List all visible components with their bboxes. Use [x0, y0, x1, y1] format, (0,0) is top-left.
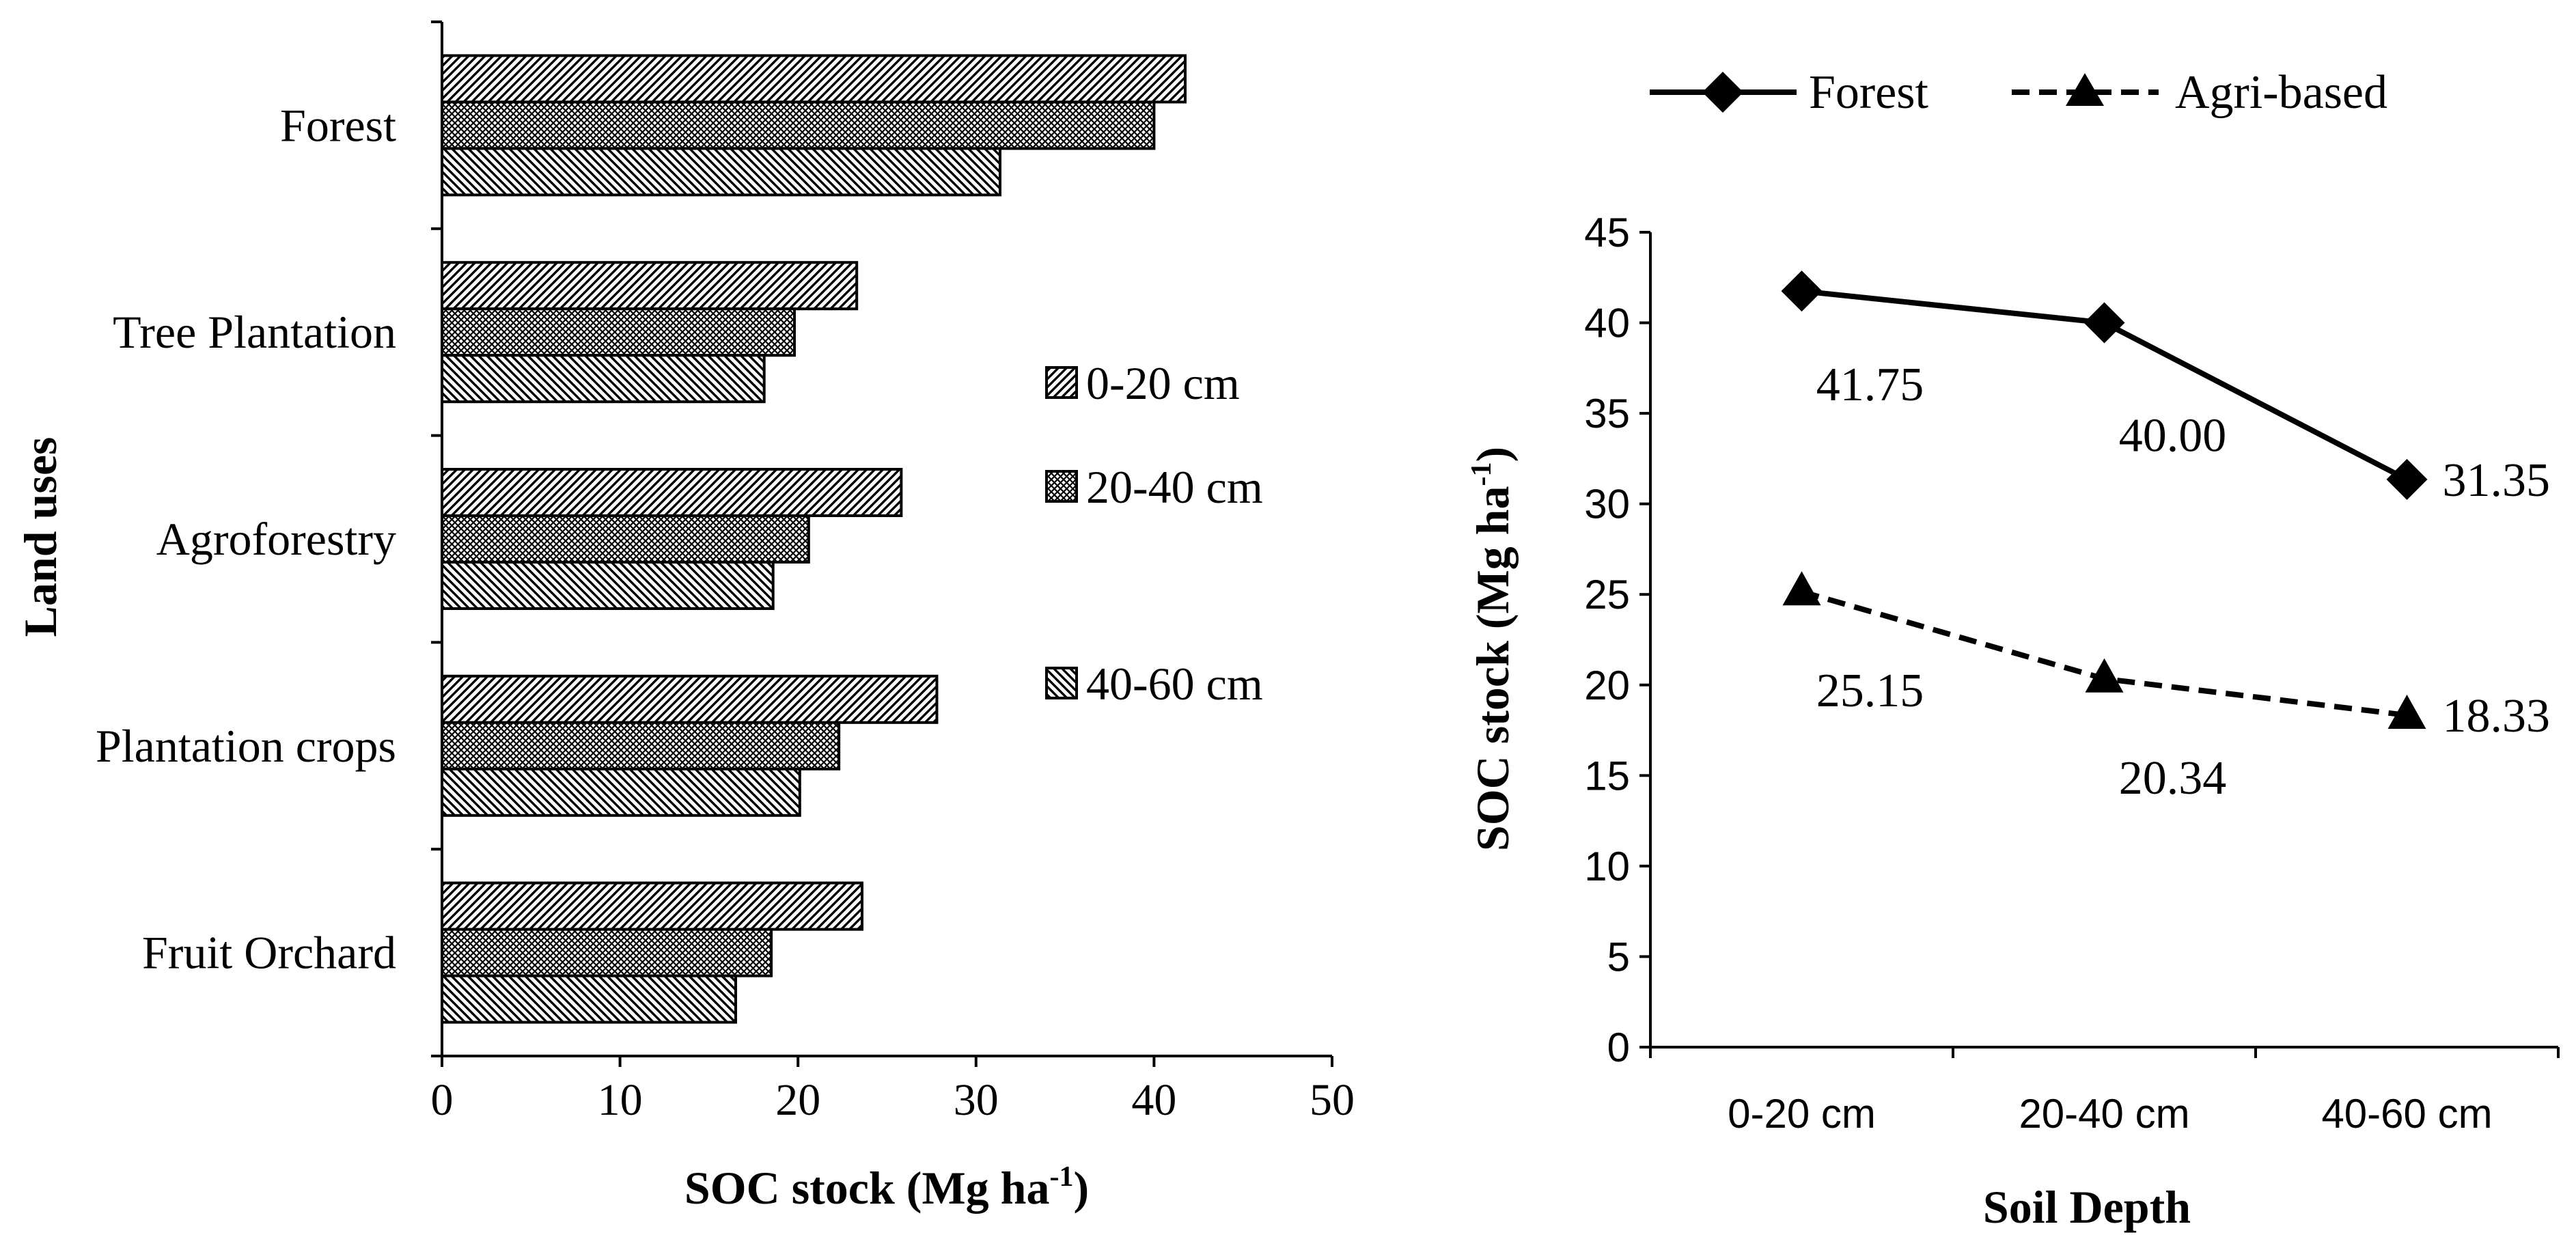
line-y-axis-title: SOC stock (Mg ha-1) [1466, 447, 1519, 851]
line-y-tick-label: 15 [1584, 753, 1630, 798]
bar-x-tick-label: 20 [775, 1075, 820, 1125]
bar-fruit-orchard-40-60-cm [441, 974, 737, 1024]
bar-x-tick-labels: 0 10 20 30 40 50 [431, 1075, 1355, 1125]
bar-category-label: Forest [280, 99, 396, 151]
legend-entry-forest: Forest [1650, 66, 1929, 119]
line-y-tick-label: 45 [1584, 210, 1630, 255]
line-agri-based-point [2085, 658, 2124, 693]
line-y-tick-label: 10 [1584, 844, 1630, 889]
legend-forest-diamond-marker [1702, 72, 1743, 113]
line-forest-data-label: 40.00 [2119, 410, 2227, 462]
bar-category-label: Agroforestry [156, 513, 396, 565]
bar-plantation-crops-40-60-cm [441, 767, 801, 817]
line-agri-based-data-label: 20.34 [2119, 752, 2227, 805]
bar-y-axis-title: Land uses [14, 437, 66, 637]
bar-x-tick-label: 50 [1310, 1075, 1355, 1125]
bar-legend-entry-0-20-cm: 0-20 cm [1045, 357, 1240, 409]
line-y-tick-labels: 0 5 10 15 20 25 30 35 40 45 [1584, 210, 1630, 1070]
line-x-ticks [1649, 1047, 2560, 1058]
bar-chart: 0 10 20 30 40 50 Forest Tree Plantation Agrofor… [14, 20, 1355, 1214]
line-agri-based-point [1782, 571, 1821, 606]
line-y-tick-label: 0 [1607, 1025, 1630, 1070]
bar-legend-swatch [1045, 470, 1078, 503]
line-data-labels: 41.75 40.00 31.35 25.15 20.34 18.33 [1816, 359, 2550, 805]
bar-agroforestry-20-40-cm [441, 514, 810, 564]
bar-legend-swatch [1045, 366, 1078, 399]
line-y-tick-label: 25 [1584, 572, 1630, 617]
bar-legend-entry-20-40-cm: 20-40 cm [1045, 461, 1263, 513]
bar-forest-20-40-cm [441, 100, 1156, 150]
bar-forest-40-60-cm [441, 147, 1001, 197]
line-y-tick-label: 5 [1607, 934, 1630, 980]
line-x-tick-label: 40-60 cm [2321, 1091, 2492, 1137]
bar-category-labels: Forest Tree Plantation Agroforestry Plantat… [96, 99, 396, 978]
bar-x-axis-title: SOC stock (Mg ha-1) [684, 1161, 1089, 1214]
line-series-group [1781, 270, 2428, 730]
legend-forest-label: Forest [1809, 66, 1929, 119]
line-y-tick-label: 40 [1584, 301, 1630, 346]
line-agri-based-point [2387, 695, 2426, 730]
bar-legend-label: 0-20 cm [1086, 357, 1240, 409]
bar-y-ticks [431, 20, 442, 1057]
bar-tree-plantation-0-20-cm [441, 261, 859, 311]
bar-agroforestry-40-60-cm [441, 561, 775, 610]
bar-forest-0-20-cm [441, 54, 1187, 104]
line-x-tick-label: 20-40 cm [2019, 1091, 2189, 1137]
bar-legend-label: 20-40 cm [1086, 461, 1263, 513]
line-agri-based-data-label: 25.15 [1816, 665, 1924, 717]
line-x-axis-title: Soil Depth [1983, 1181, 2191, 1233]
bar-tree-plantation-40-60-cm [441, 354, 766, 404]
line-forest-point [2386, 458, 2428, 500]
bar-x-tick-label: 40 [1131, 1075, 1176, 1125]
bar-legend-label: 40-60 cm [1086, 658, 1263, 710]
bar-tree-plantation-20-40-cm [441, 307, 796, 357]
line-legend: Forest Agri-based [1650, 66, 2387, 119]
bar-legend-entry-40-60-cm: 40-60 cm [1045, 658, 1263, 710]
line-forest-point [2083, 302, 2125, 344]
bar-x-tick-label: 30 [954, 1075, 999, 1125]
bar-x-tick-label: 0 [431, 1075, 454, 1125]
line-y-tick-label: 30 [1584, 482, 1630, 527]
line-y-tick-label: 35 [1584, 391, 1630, 436]
bar-plantation-crops-0-20-cm [441, 674, 939, 724]
bar-x-ticks [441, 1056, 1333, 1067]
line-y-ticks [1639, 231, 1650, 1048]
line-agri-based-data-label: 18.33 [2443, 690, 2551, 742]
bar-fruit-orchard-20-40-cm [441, 928, 773, 977]
line-forest-data-label: 41.75 [1816, 359, 1924, 411]
line-chart: Forest Agri-based 0 5 10 15 20 25 30 35 40 45 0-2… [1466, 66, 2560, 1233]
line-x-tick-label: 0-20 cm [1728, 1091, 1876, 1137]
bar-fruit-orchard-0-20-cm [441, 881, 864, 931]
bar-category-label: Plantation crops [96, 720, 396, 772]
line-forest-data-label: 31.35 [2443, 454, 2551, 507]
bar-plantation-crops-20-40-cm [441, 721, 841, 770]
bar-category-label: Fruit Orchard [142, 927, 396, 979]
legend-agri-label: Agri-based [2175, 66, 2387, 119]
line-y-tick-label: 20 [1584, 663, 1630, 708]
legend-entry-agri-based: Agri-based [2012, 66, 2387, 119]
line-forest-point [1781, 270, 1823, 312]
bar-series-group [441, 54, 1187, 1024]
legend-agri-triangle-marker [2066, 73, 2104, 106]
line-x-tick-labels: 0-20 cm 20-40 cm 40-60 cm [1728, 1091, 2492, 1137]
bar-x-tick-label: 10 [598, 1075, 643, 1125]
bar-agroforestry-0-20-cm [441, 468, 903, 517]
bar-legend: 0-20 cm 20-40 cm 40-60 cm [1045, 357, 1263, 710]
bar-category-label: Tree Plantation [113, 306, 396, 358]
bar-legend-swatch [1045, 667, 1078, 699]
